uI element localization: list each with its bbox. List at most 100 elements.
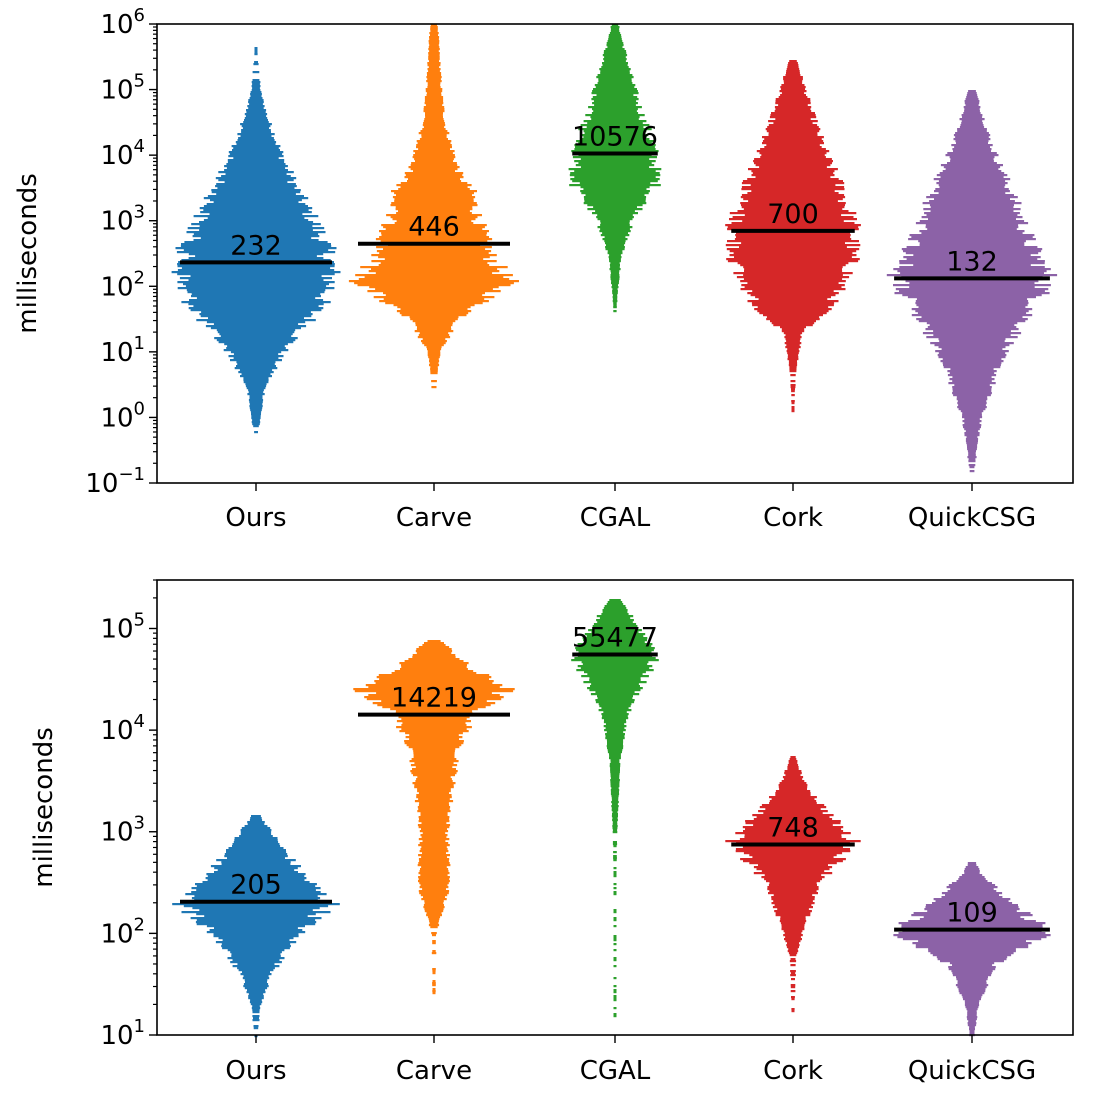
swarm-strip: [612, 831, 618, 834]
swarm-strip: [603, 721, 627, 724]
swarm-strip: [949, 372, 995, 375]
swarm-strip: [784, 770, 802, 773]
swarm-strip: [191, 223, 321, 226]
swarm-strip: [898, 932, 1046, 935]
swarm-strip: [772, 906, 813, 909]
swarm-strip: [603, 50, 627, 53]
swarm-strip: [594, 104, 636, 107]
swarm-strip: [429, 920, 439, 923]
swarm-strip: [590, 685, 640, 688]
x-tick-label-cgal: CGAL: [580, 1056, 651, 1086]
swarm-strip: [771, 322, 815, 325]
swarm-strip: [727, 260, 859, 263]
swarm-strip: [791, 394, 795, 397]
swarm-strip: [215, 177, 297, 180]
swarm-strip: [611, 24, 619, 27]
swarm-strip: [589, 679, 641, 682]
swarm-strip: [612, 813, 618, 816]
swarm-strip: [193, 305, 319, 308]
swarm-strip: [418, 890, 450, 893]
swarm-strip: [199, 313, 313, 316]
swarm-strip: [789, 368, 797, 371]
swarm-strip: [593, 110, 637, 113]
swarm-strip: [206, 321, 306, 324]
swarm-strip: [613, 997, 617, 1000]
swarm-strip: [583, 639, 647, 642]
swarm-strip: [725, 244, 861, 247]
swarm-strip: [368, 694, 500, 697]
swarm-strip: [408, 658, 460, 661]
swarm-strip: [240, 829, 272, 832]
swarm-strip: [420, 894, 448, 897]
swarm-strip: [237, 363, 275, 366]
swarm-strip: [348, 280, 519, 283]
swarm-strip: [602, 62, 628, 65]
swarm-strip: [952, 972, 992, 975]
swarm-strip: [596, 216, 634, 219]
swarm-strip: [250, 409, 262, 412]
swarm-strip: [790, 990, 796, 993]
swarm-strip: [243, 121, 269, 124]
swarm-strip: [177, 281, 335, 284]
swarm-strip: [761, 154, 825, 157]
swarm-strip: [961, 120, 983, 123]
swarm-strip: [963, 998, 981, 1001]
swarm-strip: [254, 61, 258, 64]
swarm-strip: [423, 106, 445, 109]
swarm-strip: [606, 739, 624, 742]
swarm-strip: [200, 315, 312, 318]
swarm-strip: [391, 202, 477, 205]
swarm-strip: [964, 1000, 980, 1003]
swarm-strip: [964, 422, 980, 425]
swarm-strip: [775, 118, 811, 121]
swarm-strip: [420, 884, 448, 887]
swarm-strip: [758, 810, 828, 813]
swarm-strip: [394, 222, 474, 225]
swarm-strip: [780, 916, 806, 919]
swarm-strip: [911, 308, 1033, 311]
swarm-strip: [203, 197, 309, 200]
swarm-strip: [613, 957, 617, 960]
swarm-strip: [417, 788, 451, 791]
swarm-strip: [218, 937, 294, 940]
swarm-strip: [244, 987, 268, 990]
swarm-strip: [787, 356, 799, 359]
swarm-strip: [252, 1015, 260, 1018]
swarm-strip: [597, 214, 633, 217]
swarm-strip: [251, 415, 261, 418]
swarm-strip: [967, 92, 977, 95]
swarm-strip: [422, 124, 446, 127]
swarm-strip: [968, 464, 976, 467]
swarm-strip: [605, 246, 625, 249]
swarm-strip: [926, 322, 1018, 325]
swarm-strip: [409, 734, 459, 737]
swarm-strip: [921, 232, 1023, 235]
swarm-strip: [932, 954, 1012, 957]
swarm-strip: [606, 244, 625, 247]
swarm-strip: [950, 368, 994, 371]
swarm-strip: [609, 254, 621, 257]
swarm-strip: [751, 174, 835, 177]
swarm-strip: [429, 38, 439, 41]
swarm-strip: [610, 775, 620, 778]
swarm-strip: [414, 786, 454, 789]
swarm-strip: [409, 738, 459, 741]
swarm-strip: [751, 302, 835, 305]
swarm-strip: [382, 706, 486, 709]
swarm-strip: [968, 460, 976, 463]
swarm-strip: [199, 229, 313, 232]
swarm-strip: [419, 886, 449, 889]
swarm-strip: [249, 395, 263, 398]
swarm-strip: [966, 444, 978, 447]
swarm-strip: [420, 874, 448, 877]
swarm-strip: [216, 859, 296, 862]
swarm-strip: [768, 134, 818, 137]
swarm-strip: [613, 883, 617, 886]
swarm-strip: [766, 130, 820, 133]
swarm-strip: [572, 156, 657, 159]
swarm-strip: [416, 796, 452, 799]
median-label-carve: 446: [408, 212, 460, 243]
swarm-strip: [611, 787, 619, 790]
swarm-strip: [603, 725, 627, 728]
swarm-strip: [906, 246, 1038, 249]
